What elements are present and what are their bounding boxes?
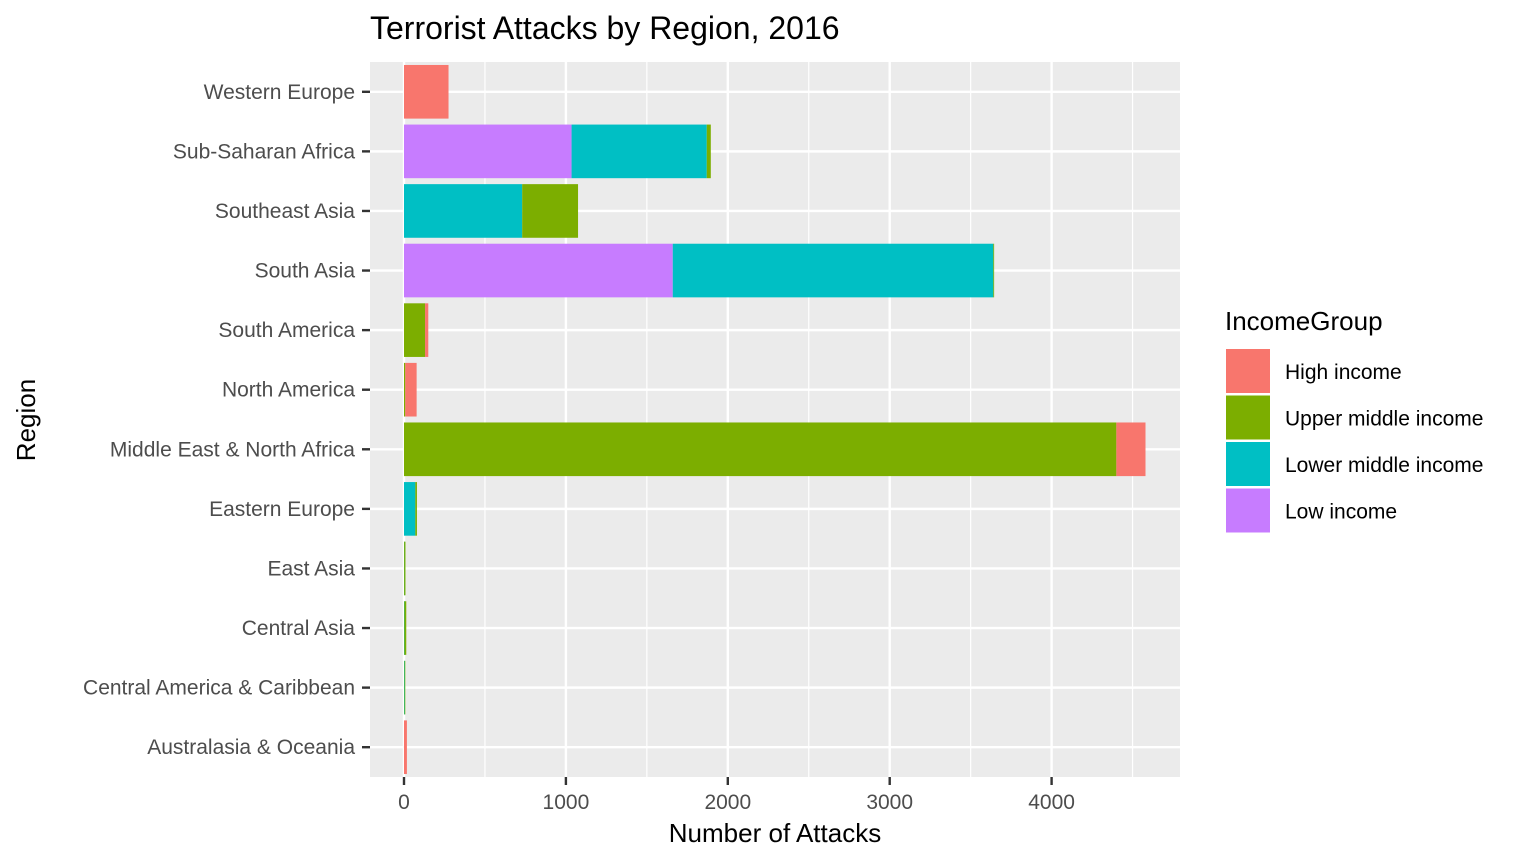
bar-segment xyxy=(672,243,994,298)
bar-segment xyxy=(404,64,449,119)
bar-segment xyxy=(993,243,995,298)
bar-segment xyxy=(1116,422,1146,477)
y-tick-label: South America xyxy=(218,319,355,342)
bar-segment xyxy=(404,124,572,179)
x-tick-label: 1000 xyxy=(543,791,590,814)
bar-segment xyxy=(404,422,1117,477)
bar-segment xyxy=(404,601,407,655)
legend-label: Upper middle income xyxy=(1285,408,1483,431)
x-axis-title: Number of Attacks xyxy=(669,818,881,848)
bar-segment xyxy=(404,482,416,536)
x-tick-label: 4000 xyxy=(1028,791,1075,814)
y-tick-label: East Asia xyxy=(267,557,355,580)
bar-segment xyxy=(404,541,406,596)
legend: IncomeGroup High income Upper middle inco… xyxy=(1225,306,1483,533)
y-tick-label: Middle East & North Africa xyxy=(110,438,355,461)
bar-segment xyxy=(404,184,523,238)
legend-label: Lower middle income xyxy=(1285,454,1483,477)
bar-segment xyxy=(425,303,429,357)
y-tick-label: Western Europe xyxy=(204,81,355,104)
y-tick-label: Australasia & Oceania xyxy=(147,736,355,759)
legend-swatch xyxy=(1226,349,1270,393)
chart-title: Terrorist Attacks by Region, 2016 xyxy=(370,10,840,46)
y-axis-title: Region xyxy=(11,379,41,461)
x-tick-label: 2000 xyxy=(704,791,751,814)
legend-label: High income xyxy=(1285,361,1402,384)
y-tick-label: South Asia xyxy=(255,260,356,283)
bar-segment xyxy=(404,243,673,298)
legend-label: Low income xyxy=(1285,501,1397,524)
x-axis: 0 1000 2000 3000 4000 xyxy=(398,777,1075,814)
bar-segment xyxy=(405,362,417,417)
plot-panel xyxy=(370,62,1180,777)
bar-segment xyxy=(404,362,406,417)
bar-segment xyxy=(571,124,707,179)
x-tick-label: 3000 xyxy=(866,791,913,814)
legend-swatch xyxy=(1226,395,1270,440)
y-tick-label: Central America & Caribbean xyxy=(83,677,355,700)
legend-swatch xyxy=(1226,442,1270,486)
y-axis: Australasia & Oceania Central America & C… xyxy=(83,81,370,759)
y-tick-label: Central Asia xyxy=(242,617,356,640)
bar-segment xyxy=(404,303,426,357)
y-tick-label: North America xyxy=(222,379,355,402)
bar-segment xyxy=(706,124,711,179)
bar-segment xyxy=(404,660,406,715)
bar-segment xyxy=(522,184,579,238)
legend-swatch xyxy=(1226,488,1270,533)
y-tick-label: Sub-Saharan Africa xyxy=(173,140,355,163)
grid-layer xyxy=(370,62,1180,777)
y-tick-label: Eastern Europe xyxy=(209,498,355,521)
y-tick-label: Southeast Asia xyxy=(215,200,355,223)
bar-segment xyxy=(415,482,417,536)
bar-segment xyxy=(404,660,405,715)
x-tick-label: 0 xyxy=(398,791,410,814)
bars-layer xyxy=(404,64,1146,775)
legend-title: IncomeGroup xyxy=(1225,306,1383,336)
bar-segment xyxy=(404,720,407,775)
